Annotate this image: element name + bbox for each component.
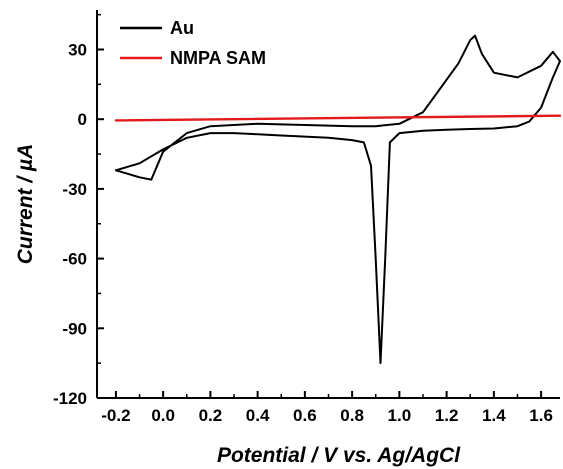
x-ticks: -0.2 0.0 0.2 0.4 0.6 0.8 1.0 1.2 1.4 1.6 [101,391,553,425]
x-tick-label: 0.4 [246,406,270,425]
y-ticks: -120 -90 -60 -30 0 30 [53,13,104,408]
y-tick-label: -120 [53,389,87,408]
x-tick-label: -0.2 [101,406,130,425]
y-axis-title: Current / µA [14,144,37,265]
series-line-nmpa-sam [114,114,562,122]
x-axis-title: Potential / V vs. Ag/AgCl [217,444,461,467]
y-tick-label: -90 [62,319,87,338]
x-tick-label: 1.2 [435,406,459,425]
x-tick-label: 0.0 [151,406,175,425]
legend-label: Au [170,18,194,38]
series-line-au [114,34,561,365]
y-tick-label: 30 [68,40,87,59]
y-tick-label: 0 [78,110,87,129]
x-tick-label: 1.4 [482,406,506,425]
x-tick-label: 0.2 [199,406,223,425]
y-tick-label: -30 [62,180,87,199]
legend: Au NMPA SAM [120,18,266,68]
x-tick-label: 0.6 [293,406,317,425]
x-tick-label: 1.0 [388,406,412,425]
y-tick-label: -60 [62,250,87,269]
legend-label: NMPA SAM [170,48,266,68]
series-layer [114,34,562,365]
x-tick-label: 0.8 [340,406,364,425]
x-tick-label: 1.6 [529,406,553,425]
